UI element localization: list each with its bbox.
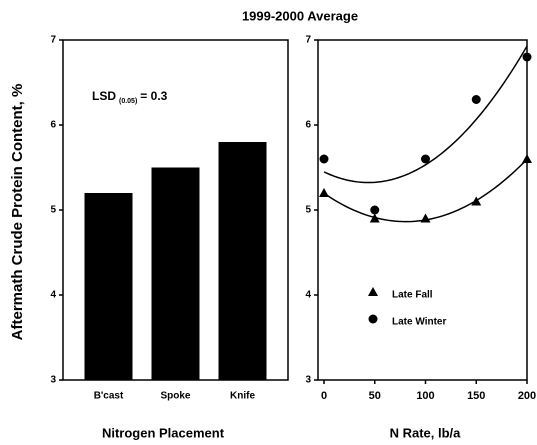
- x-tick-label: 200: [518, 390, 536, 402]
- legend-marker: [368, 287, 378, 296]
- y-tick-label: 4: [305, 290, 311, 301]
- annotation: LSD (0.05) = 0.3: [92, 89, 168, 105]
- y-tick-label: 5: [50, 205, 56, 216]
- x-tick-label: 0: [321, 390, 327, 402]
- marker: [370, 205, 380, 215]
- marker: [421, 154, 430, 164]
- y-tick-label: 4: [50, 290, 56, 301]
- x-tick-label: 150: [467, 390, 485, 402]
- y-tick-label: 7: [305, 35, 311, 46]
- x-tick-label: 100: [416, 390, 434, 402]
- annotation-suffix: = 0.3: [140, 89, 167, 103]
- y-axis-label: Aftermath Crude Protein Content, %: [9, 84, 26, 341]
- x-axis-label: Nitrogen Placement: [102, 425, 225, 440]
- marker: [420, 213, 431, 223]
- chart-title: 1999-2000 Average: [242, 8, 358, 23]
- y-tick-label: 6: [50, 120, 56, 131]
- y-tick-label: 3: [305, 375, 311, 386]
- x-tick-label: Knife: [230, 391, 255, 402]
- marker: [471, 196, 482, 206]
- y-tick-label: 6: [305, 120, 311, 131]
- bar: [84, 193, 133, 380]
- legend-marker: [368, 314, 378, 324]
- marker: [522, 52, 532, 62]
- marker: [471, 95, 481, 104]
- bar: [151, 167, 200, 380]
- marker: [522, 154, 532, 163]
- x-tick-label: B'cast: [94, 391, 124, 402]
- bar: [218, 142, 267, 380]
- marker: [369, 213, 380, 223]
- marker: [319, 154, 329, 164]
- plot-frame: [317, 39, 528, 381]
- y-tick-label: 3: [50, 375, 56, 386]
- annotation-subscript: (0.05): [119, 98, 137, 105]
- x-tick-label: 50: [369, 390, 381, 402]
- trend-line: [323, 158, 528, 223]
- annotation-text: LSD: [92, 89, 116, 103]
- x-tick-label: Spoke: [160, 391, 190, 402]
- x-axis-label: N Rate, lb/a: [390, 425, 462, 440]
- marker: [319, 188, 329, 197]
- y-tick-label: 7: [50, 35, 56, 46]
- legend-label: Late Winter: [392, 317, 446, 328]
- y-tick-label: 5: [305, 205, 311, 216]
- legend-label: Late Fall: [392, 290, 433, 301]
- trend-line: [323, 45, 528, 184]
